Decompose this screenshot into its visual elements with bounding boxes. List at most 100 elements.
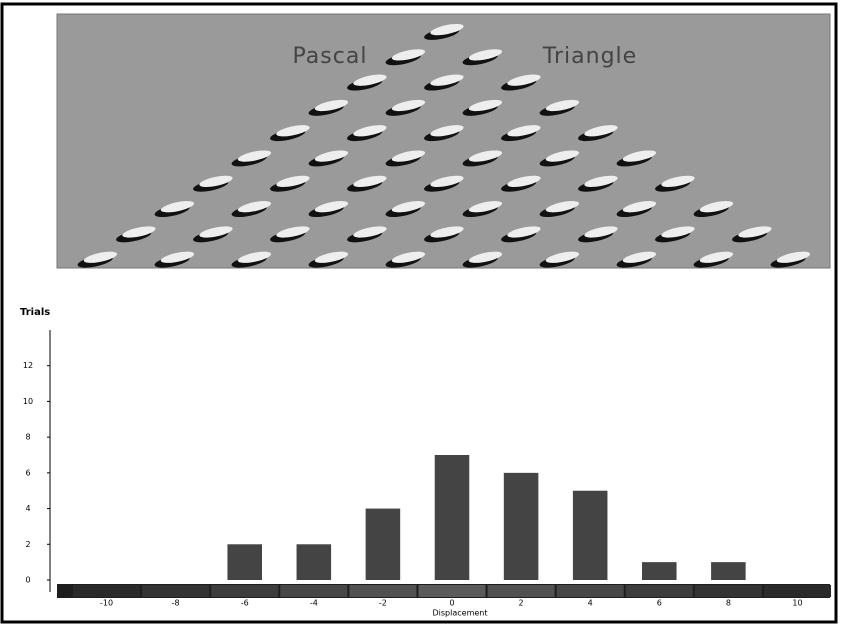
peg	[424, 226, 464, 243]
bar	[572, 490, 608, 580]
peg	[770, 251, 811, 268]
peg-top	[199, 226, 233, 238]
peg	[693, 201, 734, 218]
peg-top	[391, 251, 426, 263]
peg-top	[545, 150, 580, 162]
pegs	[77, 23, 811, 268]
x-tick-label: -4	[310, 599, 318, 608]
board-title: Triangle	[542, 44, 637, 69]
x-tick-label: 8	[726, 599, 731, 608]
peg	[385, 201, 426, 218]
peg-top	[699, 251, 734, 263]
peg	[732, 226, 772, 243]
peg	[424, 74, 464, 91]
peg-top	[353, 74, 387, 86]
peg	[270, 125, 310, 142]
peg	[385, 251, 426, 268]
peg	[270, 175, 310, 192]
peg-top	[430, 226, 464, 238]
peg	[308, 150, 349, 167]
x-tick-label: 0	[449, 599, 454, 608]
peg-top	[83, 251, 118, 263]
peg-top	[391, 99, 426, 112]
y-tick-label: 4	[25, 504, 30, 513]
peg-top	[122, 226, 156, 238]
peg	[424, 175, 464, 192]
peg	[501, 74, 541, 91]
x-tick-label: -6	[241, 599, 249, 608]
bin-cell	[763, 585, 831, 597]
peg	[77, 251, 118, 268]
peg	[385, 99, 426, 116]
peg	[154, 251, 195, 268]
peg-top	[430, 74, 464, 86]
peg	[578, 175, 618, 192]
peg	[539, 201, 580, 218]
peg-top	[699, 201, 734, 213]
peg-top	[468, 150, 503, 162]
x-tick-label: -8	[172, 599, 180, 608]
peg	[347, 74, 387, 91]
peg	[462, 99, 503, 116]
x-tick-label: 10	[792, 599, 802, 608]
peg	[655, 175, 695, 192]
peg-top	[237, 201, 272, 213]
peg-top	[353, 125, 387, 137]
peg-top	[584, 226, 618, 238]
peg-top	[353, 175, 387, 188]
peg	[693, 251, 734, 268]
bin-cell	[73, 585, 141, 597]
peg-top	[622, 201, 657, 213]
bin-cell	[625, 585, 693, 597]
peg-top	[468, 99, 503, 112]
peg-top	[545, 99, 580, 112]
peg-top	[391, 49, 426, 61]
peg-top	[314, 201, 349, 213]
peg	[539, 150, 580, 167]
peg-top	[276, 125, 310, 137]
bin-cell	[349, 585, 417, 597]
peg	[116, 226, 156, 243]
bin-cell	[487, 585, 555, 597]
peg	[154, 201, 195, 218]
bin-cell	[280, 585, 348, 597]
bar	[227, 544, 262, 580]
peg-top	[391, 150, 426, 162]
x-tick-label: -2	[379, 599, 387, 608]
peg	[385, 150, 426, 167]
peg-top	[391, 201, 426, 213]
peg	[347, 125, 387, 142]
peg	[501, 226, 541, 243]
peg-top	[661, 226, 695, 238]
peg-top	[237, 251, 272, 263]
peg	[347, 175, 387, 192]
peg-top	[584, 175, 618, 188]
peg	[424, 125, 464, 142]
peg-top	[314, 99, 349, 112]
peg-top	[314, 150, 349, 162]
peg	[578, 226, 618, 243]
peg	[193, 226, 233, 243]
bar	[711, 562, 746, 580]
bin-cell	[694, 585, 762, 597]
peg	[501, 125, 541, 142]
peg	[462, 150, 503, 167]
galton-board	[56, 13, 831, 269]
peg	[193, 175, 233, 192]
bin-cell	[556, 585, 624, 597]
bin-cell	[418, 585, 486, 597]
peg-top	[661, 175, 695, 188]
peg-top	[507, 226, 541, 238]
peg	[616, 201, 657, 218]
peg	[462, 251, 503, 268]
peg-top	[199, 175, 233, 188]
bin-cell	[211, 585, 279, 597]
peg-top	[507, 175, 541, 188]
peg	[308, 251, 349, 268]
peg	[424, 23, 464, 40]
peg-top	[545, 251, 580, 263]
peg	[616, 251, 657, 268]
peg-top	[430, 175, 464, 188]
